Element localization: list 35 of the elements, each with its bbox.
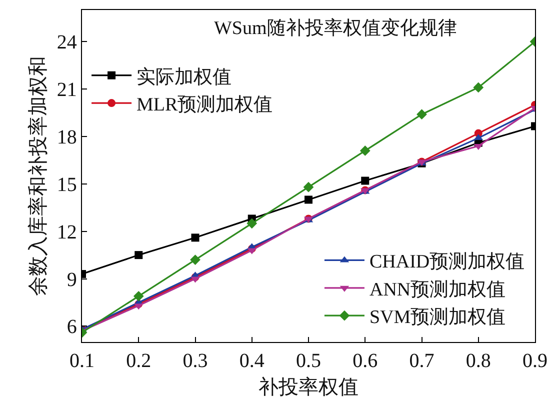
legend-label: CHAID预测加权值 xyxy=(369,252,525,273)
y-tick-label: 9 xyxy=(66,268,77,291)
y-tick-label: 15 xyxy=(56,174,77,196)
y-tick-label: 24 xyxy=(56,32,77,54)
point xyxy=(246,218,258,229)
point xyxy=(190,254,200,265)
y-tick-label: 21 xyxy=(56,79,77,102)
x-tick-label: 0.3 xyxy=(182,350,208,372)
y-tick-label: 12 xyxy=(56,221,77,244)
legend-label: MLR预测加权值 xyxy=(136,94,273,116)
point xyxy=(416,109,427,120)
point xyxy=(360,146,370,156)
y-tick-label: 6 xyxy=(66,316,77,338)
chart-title: WSum随补投率权值变化规律 xyxy=(214,16,457,39)
x-tick-label: 0.5 xyxy=(296,350,321,372)
legend-label: ANN预测加权值 xyxy=(369,279,506,300)
legend-label: SVM预测加权值 xyxy=(369,307,506,328)
x-tick-label: 0.6 xyxy=(352,350,378,372)
point xyxy=(134,251,143,260)
point xyxy=(473,82,484,93)
x-tick-label: 0.1 xyxy=(70,350,94,372)
x-axis-title: 补投率权值 xyxy=(258,376,358,399)
y-tick-label: 18 xyxy=(56,126,77,148)
point xyxy=(303,182,314,192)
point xyxy=(191,234,200,242)
legend-label: 实际加权值 xyxy=(136,66,232,88)
y-axis-title: 余数入库率和补投率加权和 xyxy=(27,56,50,296)
x-tick-label: 0.8 xyxy=(466,350,491,372)
x-tick-label: 0.4 xyxy=(239,350,264,372)
point xyxy=(133,290,144,302)
x-tick-label: 0.2 xyxy=(126,350,152,372)
x-tick-label: 0.7 xyxy=(409,350,434,372)
point xyxy=(304,196,312,204)
x-tick-label: 0.9 xyxy=(522,350,548,372)
point xyxy=(361,176,370,185)
